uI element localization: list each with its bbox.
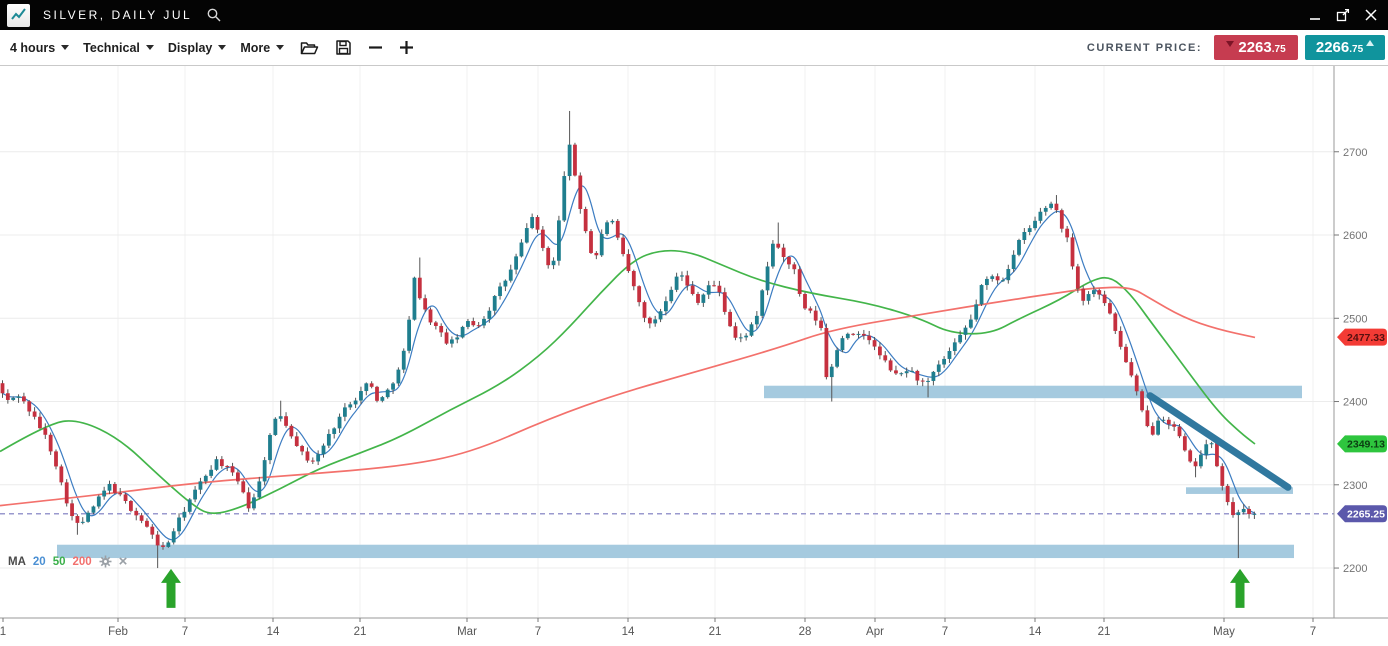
current-price-label: CURRENT PRICE:	[1086, 41, 1202, 54]
svg-text:May: May	[1213, 626, 1235, 638]
candles-layer	[0, 110, 1257, 569]
menu-timeframe-label: 4 hours	[10, 40, 56, 55]
moving-averages	[0, 185, 1256, 541]
svg-text:Apr: Apr	[866, 626, 884, 638]
ma20-line	[2, 185, 1255, 541]
menu-display[interactable]: Display	[167, 40, 227, 55]
svg-text:2349.13: 2349.13	[1347, 439, 1385, 451]
open-folder-icon[interactable]	[300, 40, 319, 56]
svg-text:2200: 2200	[1343, 563, 1367, 575]
menu-technical[interactable]: Technical	[83, 41, 154, 55]
svg-text:14: 14	[267, 626, 280, 638]
chart-toolbar: 4 hours Technical Display More	[0, 30, 1388, 66]
chevron-down-icon	[61, 45, 70, 50]
ma200-line	[0, 286, 1256, 507]
signal-arrows	[161, 568, 1250, 608]
ma20-period-label: 20	[32, 555, 46, 568]
window-title: SILVER, DAILY JUL	[43, 8, 193, 22]
support-resistance-zones	[57, 385, 1302, 559]
svg-text:2265.25: 2265.25	[1347, 508, 1385, 520]
menu-technical-label: Technical	[83, 40, 140, 55]
current-price-group: CURRENT PRICE: 2263 .75 2266 .75	[1087, 35, 1388, 60]
svg-text:2500: 2500	[1343, 313, 1367, 325]
gear-icon[interactable]	[99, 555, 112, 568]
gridlines	[0, 66, 1334, 618]
price-down-badge[interactable]: 2263 .75	[1214, 35, 1298, 60]
svg-text:7: 7	[182, 626, 188, 638]
ma-legend-label: MA	[8, 555, 26, 568]
svg-text:2700: 2700	[1343, 147, 1367, 159]
up-arrow-icon	[1230, 568, 1250, 608]
ma50-line	[0, 249, 1256, 515]
app-logo-icon	[7, 3, 30, 27]
x-axis-labels: 1 Feb 7 14 21 Mar 7 14 21 28 Apr 7 14 21 May 7	[0, 618, 1316, 638]
price-up-value: 2266	[1315, 39, 1350, 56]
price-tags: 2477.33 2349.13 2265.25	[1337, 328, 1387, 523]
window-controls	[1306, 6, 1380, 24]
svg-text:7: 7	[535, 626, 541, 638]
close-icon[interactable]: ×	[118, 552, 128, 570]
svg-text:21: 21	[354, 626, 367, 638]
menu-timeframe[interactable]: 4 hours	[10, 40, 70, 55]
svg-text:14: 14	[622, 626, 635, 638]
price-tag	[1337, 505, 1387, 523]
menu-more[interactable]: More	[240, 40, 285, 55]
price-up-badge[interactable]: 2266 .75	[1305, 35, 1385, 60]
chevron-down-icon	[218, 45, 227, 50]
minimize-button[interactable]	[1306, 6, 1324, 24]
svg-text:Feb: Feb	[108, 626, 128, 638]
chevron-down-icon	[145, 45, 154, 50]
downtrend-line	[1146, 392, 1292, 491]
title-bar: SILVER, DAILY JUL	[0, 0, 1388, 30]
y-axis-labels: 2700 2600 2500 2400 2300 2200	[1334, 147, 1367, 575]
svg-text:7: 7	[1310, 626, 1316, 638]
svg-text:2600: 2600	[1343, 230, 1367, 242]
price-down-value: 2263	[1238, 39, 1272, 56]
zoom-out-icon[interactable]	[368, 40, 383, 55]
zoom-in-icon[interactable]	[399, 40, 414, 55]
ma-legend: MA 20 50 200 ×	[8, 552, 128, 570]
svg-text:21: 21	[1098, 626, 1111, 638]
menu-more-label: More	[240, 40, 271, 55]
menu-display-label: Display	[167, 40, 213, 55]
price-tag	[1337, 328, 1387, 346]
popout-button[interactable]	[1334, 6, 1352, 24]
svg-text:Mar: Mar	[457, 626, 477, 638]
svg-text:2400: 2400	[1343, 397, 1367, 409]
ma50-period-label: 50	[52, 555, 66, 568]
price-chart[interactable]: 1 Feb 7 14 21 Mar 7 14 21 28 Apr 7 14 21 May 7270026002…	[0, 66, 1388, 646]
svg-text:14: 14	[1029, 626, 1042, 638]
svg-text:2477.33: 2477.33	[1347, 332, 1385, 344]
arrow-up-icon	[1366, 39, 1375, 46]
arrow-down-icon	[1226, 40, 1235, 47]
price-tag	[1337, 435, 1387, 453]
svg-text:21: 21	[709, 626, 722, 638]
up-arrow-icon	[161, 568, 181, 608]
save-icon[interactable]	[335, 39, 352, 56]
chevron-down-icon	[276, 45, 285, 50]
ma200-period-label: 200	[72, 555, 92, 568]
close-window-button[interactable]	[1362, 6, 1380, 24]
search-icon[interactable]	[206, 7, 222, 23]
svg-text:2300: 2300	[1343, 480, 1367, 492]
svg-text:7: 7	[942, 626, 948, 638]
svg-text:28: 28	[799, 626, 812, 638]
svg-text:1: 1	[0, 626, 6, 638]
